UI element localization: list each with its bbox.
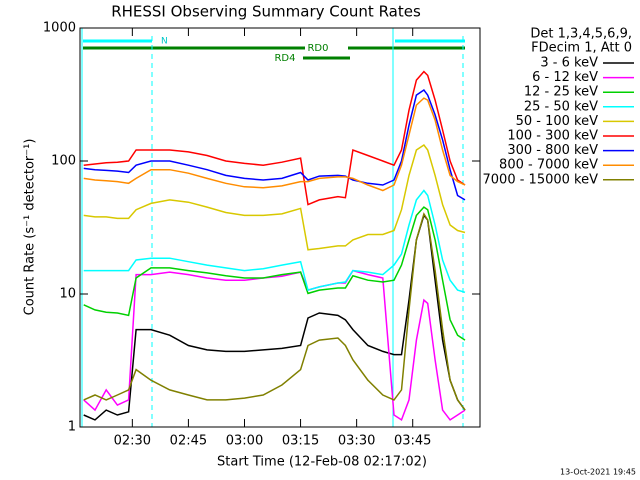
series-line bbox=[83, 189, 466, 294]
mode-bars: N RD0 RD4 bbox=[81, 28, 465, 427]
x-axis-label: Start Time (12-Feb-08 02:17:02) bbox=[217, 455, 427, 470]
series-line bbox=[83, 143, 466, 251]
series-line bbox=[83, 212, 466, 411]
legend-label: 12 - 25 keV bbox=[524, 85, 598, 100]
series-line bbox=[83, 206, 466, 341]
legend-label: 300 - 800 keV bbox=[507, 143, 598, 158]
x-tick-label: 03:30 bbox=[338, 434, 375, 449]
legend-label: 7000 - 15000 keV bbox=[483, 172, 599, 187]
legend-header: Det 1,3,4,5,6,9, bbox=[530, 27, 632, 42]
x-tick-label: 03:00 bbox=[226, 434, 263, 449]
legend-label: 6 - 12 keV bbox=[532, 70, 598, 85]
series-line bbox=[83, 97, 466, 192]
legend-label: 3 - 6 keV bbox=[540, 56, 598, 71]
legend-label: 800 - 7000 keV bbox=[499, 158, 598, 173]
y-tick-label: 100 bbox=[51, 154, 76, 169]
y-tick-label: 1000 bbox=[43, 21, 76, 36]
legend-header: FDecim 1, Att 0 bbox=[531, 41, 632, 56]
annotation: N bbox=[161, 37, 168, 47]
legend-label: 100 - 300 keV bbox=[507, 129, 598, 144]
series-line bbox=[83, 70, 466, 206]
x-tick-label: 02:45 bbox=[170, 434, 207, 449]
plot-area bbox=[83, 70, 466, 422]
x-tick-label: 03:45 bbox=[394, 434, 431, 449]
footer: 13-Oct-2021 19:45 bbox=[560, 468, 636, 477]
annotation: RD4 bbox=[274, 53, 295, 64]
chart-title: RHESSI Observing Summary Count Rates bbox=[111, 3, 421, 21]
y-axis-label: Count Rate (s⁻¹ detector⁻¹) bbox=[23, 139, 38, 316]
x-tick-label: 03:15 bbox=[282, 434, 319, 449]
plot-frame bbox=[79, 27, 481, 428]
legend-label: 50 - 100 keV bbox=[516, 114, 599, 129]
y-tick-label: 10 bbox=[59, 287, 76, 302]
legend-label: 25 - 50 keV bbox=[524, 99, 598, 114]
x-tick-label: 02:30 bbox=[114, 434, 151, 449]
annotation: RD0 bbox=[307, 43, 328, 54]
y-tick-label: 1 bbox=[68, 420, 76, 435]
series-line bbox=[83, 88, 466, 201]
